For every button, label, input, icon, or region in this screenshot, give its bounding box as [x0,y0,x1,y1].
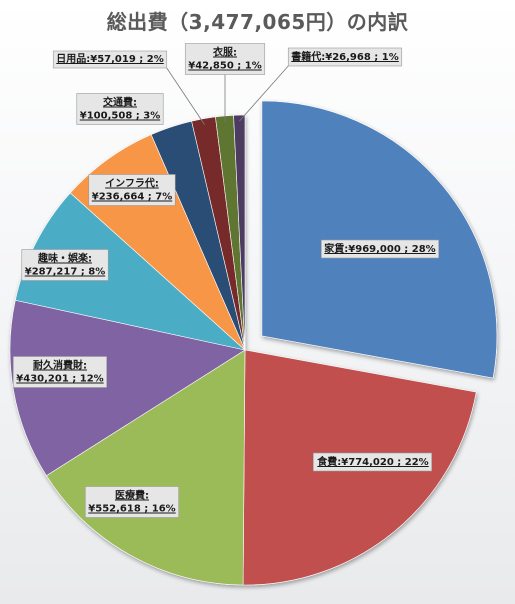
data-label-box [88,174,176,206]
data-label-9: 衣服: ¥42,850 ; 1% [184,43,266,75]
data-label-category: 趣味・娯楽: [37,252,92,265]
pie-slice-5 [14,192,247,351]
data-label-6: インフラ代: ¥236,664 ; 7% [88,174,176,206]
data-label-text: 日用品:¥57,019 ; 2% [56,53,164,65]
data-label-value: ¥287,217 ; 8% [25,267,105,278]
leader-line-10 [239,65,289,122]
data-label-4: 耐久消費財: ¥430,201 ; 12% [12,356,108,388]
data-label-2: 食費:¥774,020 ; 22% [312,452,433,472]
data-label-category: 交通費: [103,96,137,109]
data-label-value: ¥430,201 ; 12% [16,374,103,385]
data-label-box [287,47,403,67]
pie-slice-1 [261,100,498,379]
label-leaders [166,65,289,125]
chart-title: 総出費（3,477,065円）の内訳 [106,10,409,34]
pie-slices [9,100,498,586]
data-label-box [84,486,180,518]
data-label-text: 食費:¥774,020 ; 22% [316,455,428,468]
data-label-8: 日用品:¥57,019 ; 2% [52,50,168,69]
data-label-value: ¥100,508 ; 3% [80,111,160,122]
data-label-text: 書籍代:¥26,968 ; 1% [291,50,399,63]
data-label-category: インフラ代: [105,177,159,190]
data-label-category: 耐久消費財: [33,359,87,372]
data-label-box [76,93,164,125]
data-label-5: 趣味・娯楽: ¥287,217 ; 8% [21,249,109,281]
data-label-category: 医療費: [115,489,149,502]
data-label-1: 家賃:¥969,000 ; 28% [320,239,440,259]
data-label-text: 家賃:¥969,000 ; 28% [324,242,435,255]
data-label-box [52,50,168,69]
data-label-10: 書籍代:¥26,968 ; 1% [287,47,403,67]
data-label-box [184,43,266,75]
data-label-box [12,356,108,388]
data-label-box [21,249,109,281]
data-label-box [320,239,440,259]
leader-line-8 [166,67,205,125]
pie-slice-3 [45,349,246,586]
data-label-7: 交通費: ¥100,508 ; 3% [76,93,164,125]
data-labels: 家賃:¥969,000 ; 28% 食費:¥774,020 ; 22% 医療費: ¥5… [12,43,440,518]
data-label-value: ¥42,850 ; 1% [188,61,262,72]
data-label-box [312,452,433,472]
data-label-3: 医療費: ¥552,618 ; 16% [84,486,180,518]
data-label-value: ¥236,664 ; 7% [92,192,172,203]
pie-slice-4 [9,299,246,477]
data-label-category: 衣服: [213,46,237,59]
data-label-value: ¥552,618 ; 16% [88,504,175,515]
